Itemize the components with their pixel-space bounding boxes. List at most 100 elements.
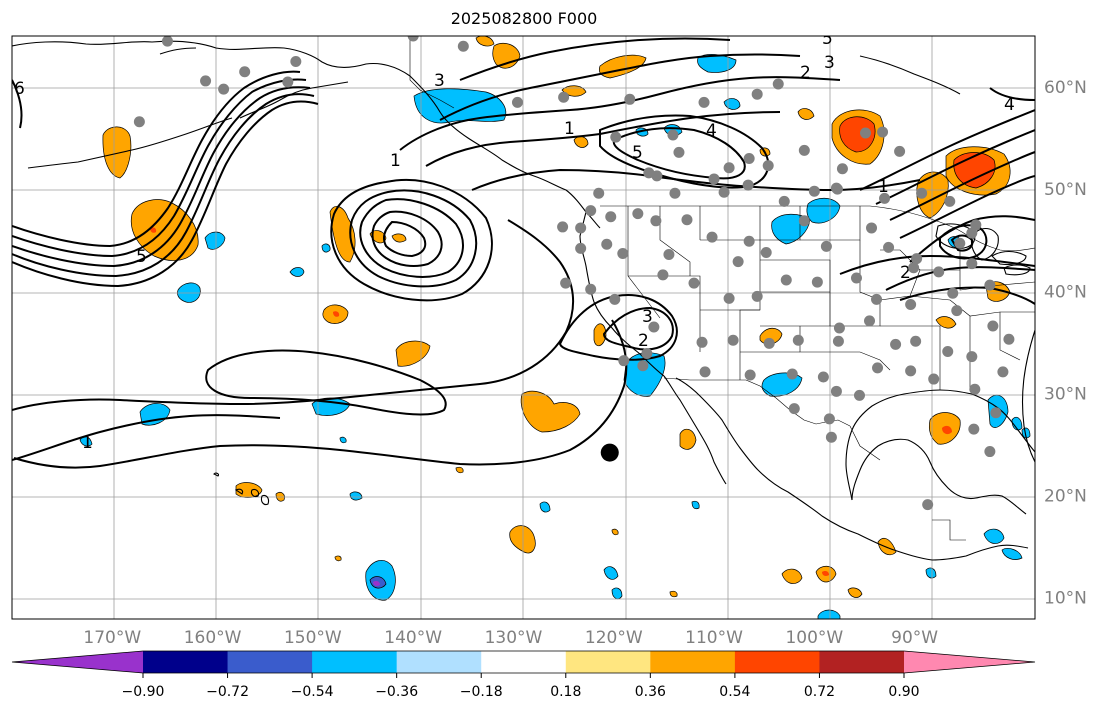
contour-line [359,198,464,278]
anomaly-region [339,436,347,444]
border-mexico-guatemala [932,519,966,541]
station-point [632,208,644,220]
station-point [922,499,934,511]
coastline [579,211,665,377]
longitude-tick-label: 100°W [785,628,843,648]
contour-line [205,349,447,416]
anomaly-region [822,571,829,576]
station-point [808,185,820,197]
contour-line [950,234,974,252]
station-point [575,222,587,234]
station-point [947,287,959,299]
contour-label: 2 [900,263,911,283]
longitude-tick-label: 110°W [685,628,743,648]
station-point [557,221,569,233]
contour-line [439,53,801,121]
station-point [788,403,800,415]
contour-label: 1 [82,433,93,453]
contour-line [12,70,301,248]
border-state [628,275,701,352]
station-point [877,126,889,138]
station-point [511,96,523,108]
longitude-tick-label: 160°W [184,628,242,648]
longitude-tick-label: 90°W [891,628,938,648]
anomaly-region [204,231,226,250]
anomaly-region [520,390,581,433]
contour-label: 1 [878,177,889,197]
longitude-tick-label: 170°W [83,628,141,648]
colorbar-tick-label: −0.54 [291,684,334,700]
station-point [890,338,902,350]
station-point [744,369,756,381]
station-point [718,186,730,198]
station-point [743,235,755,247]
contour-line [602,306,674,351]
contour-line [12,86,311,268]
page-title: 2025082800 F000 [450,9,598,28]
station-point [727,334,739,346]
station-point [667,129,679,141]
station-point [987,320,999,332]
contour-line [859,109,1035,191]
colorbar-segment [481,651,567,673]
colorbar-tick-label: −0.90 [122,684,165,700]
station-point [944,195,956,207]
latitude-tick-label: 30°N [1044,384,1087,404]
station-point [732,256,744,268]
colorbar-segment [819,651,905,673]
station-point [723,292,735,304]
station-point [954,237,966,249]
lake-outline [1003,264,1031,276]
contour-line [558,294,678,361]
latitude-tick-label: 10°N [1044,589,1087,609]
border-state [999,312,1021,361]
border-state [849,425,881,461]
station-point [585,283,597,295]
station-point [850,272,862,284]
station-point [669,187,681,199]
border-alaska-canada [409,36,455,109]
station-point [699,366,711,378]
station-point [650,215,662,227]
anomaly-region [942,425,952,435]
station-point [778,195,790,207]
contour-label: 1 [390,151,401,171]
contour-label: 3 [434,71,445,91]
anomaly-region [539,501,551,513]
station-point [706,231,718,243]
station-point [657,269,669,281]
contour-label: 5 [632,143,643,163]
station-point [673,146,685,158]
colorbar-over-extension [904,651,1035,673]
station-point [916,187,928,199]
station-point [643,167,655,179]
station-point [951,305,963,317]
coastline [931,544,1029,561]
island [260,494,270,506]
colorbar-segment [396,651,482,673]
station-point [617,247,629,259]
anomaly-region [1021,427,1031,439]
station-point [871,293,883,305]
station-point [593,187,605,199]
coastline [851,438,1027,515]
station-point [832,335,844,347]
station-point [860,127,872,139]
station-point [798,215,810,227]
contour-line [885,266,1035,291]
station-point [688,277,700,289]
island [250,488,260,498]
coastline [845,389,1035,501]
contour-label: 6 [14,79,25,99]
contour-line [12,414,281,461]
station-point [866,222,878,234]
colorbar-tick-label: −0.18 [460,684,503,700]
anomaly-region [691,500,700,510]
station-point [772,78,784,90]
coastline [859,55,961,95]
coastline [159,47,197,55]
longitude-tick-label: 150°W [284,628,342,648]
colorbar-tick-label: −0.72 [206,684,249,700]
station-point [742,179,754,191]
station-point [823,413,835,425]
